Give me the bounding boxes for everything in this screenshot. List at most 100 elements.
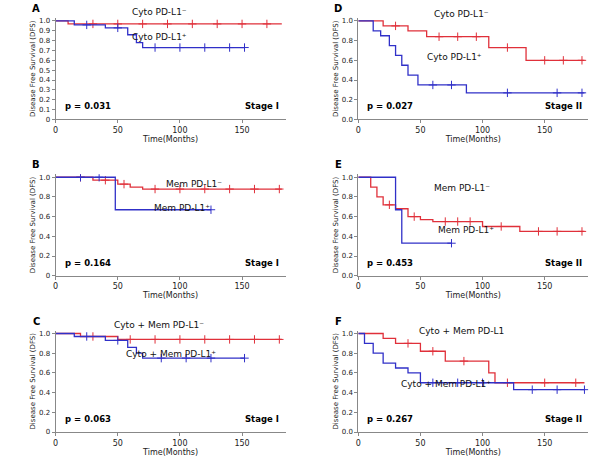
svg-text:50: 50 bbox=[113, 282, 123, 291]
svg-text:Time(Months): Time(Months) bbox=[445, 291, 501, 300]
svg-text:p = 0.027: p = 0.027 bbox=[367, 101, 413, 111]
svg-text:0.8: 0.8 bbox=[342, 37, 353, 45]
svg-text:50: 50 bbox=[415, 439, 425, 448]
svg-text:Time(Months): Time(Months) bbox=[445, 135, 501, 144]
svg-text:Cyto PD-L1⁻: Cyto PD-L1⁻ bbox=[434, 9, 489, 19]
svg-text:Cyto + Mem PD-L1⁺: Cyto + Mem PD-L1⁺ bbox=[126, 349, 216, 359]
svg-text:Stage II: Stage II bbox=[545, 258, 582, 268]
svg-text:0.6: 0.6 bbox=[39, 369, 51, 377]
svg-text:0.6: 0.6 bbox=[342, 57, 354, 65]
svg-text:Cyto + Mem PD-L1⁺: Cyto + Mem PD-L1⁺ bbox=[401, 379, 491, 389]
svg-text:1.0: 1.0 bbox=[342, 174, 353, 182]
svg-text:0: 0 bbox=[46, 428, 50, 436]
svg-text:Cyto + Mem PD-L1⁻: Cyto + Mem PD-L1⁻ bbox=[114, 320, 204, 330]
svg-text:p = 0.453: p = 0.453 bbox=[367, 258, 413, 268]
svg-text:A: A bbox=[32, 3, 40, 14]
svg-text:F: F bbox=[335, 316, 342, 327]
svg-text:100: 100 bbox=[172, 282, 187, 291]
svg-text:0.2: 0.2 bbox=[342, 96, 353, 104]
svg-text:Mem PD-L1⁺: Mem PD-L1⁺ bbox=[154, 203, 210, 213]
svg-text:0: 0 bbox=[356, 439, 361, 448]
svg-text:Mem PD-L1⁻: Mem PD-L1⁻ bbox=[166, 179, 222, 189]
svg-text:Cyto PD-L1⁺: Cyto PD-L1⁺ bbox=[427, 52, 482, 62]
svg-text:150: 150 bbox=[537, 126, 552, 135]
svg-text:0.4: 0.4 bbox=[39, 233, 51, 241]
svg-text:Time(Months): Time(Months) bbox=[142, 448, 198, 457]
svg-text:0.4: 0.4 bbox=[39, 389, 51, 397]
svg-text:0.3: 0.3 bbox=[39, 86, 50, 94]
svg-text:Time(Months): Time(Months) bbox=[142, 135, 198, 144]
svg-text:B: B bbox=[32, 159, 40, 170]
svg-text:0.4: 0.4 bbox=[342, 389, 354, 397]
svg-text:0.4: 0.4 bbox=[342, 76, 354, 84]
svg-text:1.0: 1.0 bbox=[39, 174, 50, 182]
svg-text:0.1: 0.1 bbox=[39, 106, 50, 114]
svg-text:0.7: 0.7 bbox=[39, 47, 50, 55]
svg-text:Time(Months): Time(Months) bbox=[445, 448, 501, 457]
svg-text:Disease Free Survival (DFS): Disease Free Survival (DFS) bbox=[332, 176, 340, 273]
svg-text:0.4: 0.4 bbox=[39, 76, 51, 84]
svg-text:Disease Free Survival (DFS): Disease Free Survival (DFS) bbox=[29, 20, 37, 117]
svg-text:0.0: 0.0 bbox=[342, 116, 353, 124]
svg-text:0.8: 0.8 bbox=[39, 37, 50, 45]
svg-text:0.6: 0.6 bbox=[39, 57, 51, 65]
svg-text:50: 50 bbox=[113, 439, 123, 448]
svg-text:Cyto PD-L1⁺: Cyto PD-L1⁺ bbox=[132, 32, 187, 42]
svg-text:p = 0.063: p = 0.063 bbox=[65, 414, 111, 424]
svg-text:50: 50 bbox=[113, 126, 123, 135]
svg-text:Disease Free Survival (DFS): Disease Free Survival (DFS) bbox=[29, 176, 37, 273]
svg-text:0.2: 0.2 bbox=[39, 409, 50, 417]
svg-text:1.0: 1.0 bbox=[342, 330, 353, 338]
svg-text:0.6: 0.6 bbox=[342, 213, 354, 221]
svg-text:0.8: 0.8 bbox=[342, 193, 353, 201]
svg-text:Stage II: Stage II bbox=[545, 101, 582, 111]
svg-text:0.9: 0.9 bbox=[39, 27, 50, 35]
svg-text:Cyto PD-L1⁻: Cyto PD-L1⁻ bbox=[132, 7, 187, 17]
svg-text:Disease Free Survival (DFS): Disease Free Survival (DFS) bbox=[332, 20, 340, 117]
svg-text:Stage I: Stage I bbox=[245, 258, 279, 268]
svg-text:150: 150 bbox=[234, 439, 249, 448]
svg-text:0.8: 0.8 bbox=[39, 193, 50, 201]
svg-text:D: D bbox=[334, 3, 342, 14]
svg-text:0.8: 0.8 bbox=[342, 350, 353, 358]
svg-text:Mem PD-L1⁻: Mem PD-L1⁻ bbox=[434, 183, 490, 193]
svg-text:50: 50 bbox=[415, 126, 425, 135]
svg-text:Disease Free Survival (DFS): Disease Free Survival (DFS) bbox=[29, 333, 37, 430]
svg-text:Stage I: Stage I bbox=[245, 414, 279, 424]
svg-text:p = 0.164: p = 0.164 bbox=[65, 258, 111, 268]
svg-text:0.2: 0.2 bbox=[342, 409, 353, 417]
svg-text:1.0: 1.0 bbox=[39, 17, 50, 25]
svg-text:Mem PD-L1⁺: Mem PD-L1⁺ bbox=[438, 225, 494, 235]
svg-text:Stage II: Stage II bbox=[545, 414, 582, 424]
svg-text:100: 100 bbox=[475, 439, 490, 448]
svg-text:150: 150 bbox=[537, 282, 552, 291]
svg-text:0.2: 0.2 bbox=[39, 252, 50, 260]
svg-text:Time(Months): Time(Months) bbox=[142, 291, 198, 300]
svg-text:100: 100 bbox=[475, 282, 490, 291]
svg-text:0.5: 0.5 bbox=[39, 67, 50, 75]
svg-text:100: 100 bbox=[172, 439, 187, 448]
svg-text:E: E bbox=[335, 159, 342, 170]
svg-text:p = 0.031: p = 0.031 bbox=[65, 101, 111, 111]
svg-text:0: 0 bbox=[46, 116, 50, 124]
svg-text:0.4: 0.4 bbox=[342, 233, 354, 241]
svg-text:Stage I: Stage I bbox=[245, 101, 279, 111]
svg-text:0: 0 bbox=[53, 126, 58, 135]
svg-text:0.0: 0.0 bbox=[342, 272, 353, 280]
svg-text:Disease Free Survival (DFS): Disease Free Survival (DFS) bbox=[332, 333, 340, 430]
svg-text:0.6: 0.6 bbox=[342, 369, 354, 377]
svg-text:0: 0 bbox=[356, 126, 361, 135]
svg-text:C: C bbox=[33, 316, 40, 327]
svg-text:Cyto + Mem PD-L1: Cyto + Mem PD-L1 bbox=[419, 326, 504, 336]
svg-text:150: 150 bbox=[234, 126, 249, 135]
svg-text:100: 100 bbox=[172, 126, 187, 135]
svg-text:0: 0 bbox=[53, 439, 58, 448]
svg-text:0: 0 bbox=[46, 272, 50, 280]
svg-text:0.2: 0.2 bbox=[39, 96, 50, 104]
svg-text:p = 0.267: p = 0.267 bbox=[367, 414, 413, 424]
svg-text:50: 50 bbox=[415, 282, 425, 291]
svg-text:0.6: 0.6 bbox=[39, 213, 51, 221]
svg-text:150: 150 bbox=[537, 439, 552, 448]
svg-text:0.0: 0.0 bbox=[342, 428, 353, 436]
svg-text:0: 0 bbox=[53, 282, 58, 291]
